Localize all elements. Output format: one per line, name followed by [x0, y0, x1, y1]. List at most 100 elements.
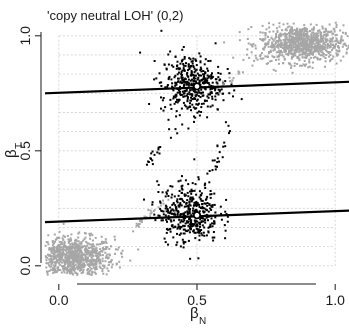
data-point	[317, 38, 320, 41]
data-point	[58, 230, 61, 233]
data-point	[276, 55, 279, 58]
data-point	[321, 48, 324, 51]
data-point	[289, 40, 292, 43]
data-point	[77, 262, 80, 265]
data-point	[190, 96, 192, 99]
data-point	[164, 106, 167, 109]
data-point	[219, 72, 222, 75]
data-point	[162, 97, 165, 99]
data-point	[78, 244, 81, 247]
data-point	[332, 36, 334, 39]
data-point	[333, 28, 336, 31]
data-point	[344, 33, 347, 35]
data-point	[261, 31, 264, 34]
data-point	[185, 205, 188, 208]
data-point	[323, 47, 326, 50]
data-point	[191, 209, 194, 212]
data-point	[94, 236, 97, 239]
data-point	[195, 68, 198, 71]
data-point	[210, 74, 213, 76]
data-point	[188, 210, 191, 213]
data-point	[56, 260, 59, 263]
data-point	[326, 47, 329, 50]
data-point	[182, 64, 185, 67]
data-point	[66, 272, 69, 275]
data-point	[91, 261, 94, 264]
data-point	[158, 214, 161, 217]
data-point	[196, 98, 199, 101]
data-point	[82, 259, 85, 262]
data-point	[92, 266, 95, 269]
data-point	[102, 248, 105, 251]
data-point	[66, 264, 69, 267]
data-point	[200, 70, 203, 73]
data-point	[184, 194, 187, 197]
data-point	[188, 226, 191, 228]
cluster-centers	[192, 82, 202, 220]
data-point	[146, 163, 148, 166]
data-point	[55, 257, 57, 260]
data-point	[263, 46, 266, 49]
data-point	[311, 45, 314, 48]
data-point	[188, 231, 191, 234]
data-point	[223, 141, 226, 144]
cluster-center-marker	[192, 211, 202, 220]
data-point	[166, 220, 168, 223]
data-point	[68, 270, 71, 273]
data-point	[54, 271, 57, 274]
data-point	[209, 88, 212, 91]
data-point	[52, 269, 55, 272]
data-point	[303, 53, 306, 56]
data-point	[53, 233, 56, 236]
data-point	[293, 38, 296, 41]
data-point	[188, 203, 191, 206]
data-point	[151, 159, 154, 162]
data-point	[209, 196, 212, 199]
data-point	[186, 230, 189, 233]
data-point	[270, 59, 273, 62]
data-point	[174, 96, 177, 99]
data-point	[65, 266, 68, 269]
data-point	[98, 254, 101, 257]
data-point	[91, 243, 94, 246]
data-point	[149, 209, 152, 212]
data-point	[193, 80, 196, 82]
data-point	[114, 238, 116, 241]
data-point	[99, 262, 102, 265]
data-point	[324, 41, 327, 43]
data-point	[176, 232, 178, 235]
data-point	[69, 270, 72, 272]
data-point	[220, 88, 223, 91]
data-point	[49, 257, 52, 260]
data-point	[310, 46, 313, 49]
data-point	[206, 204, 209, 207]
data-point	[190, 65, 192, 67]
data-point	[48, 264, 50, 267]
data-point	[302, 38, 305, 41]
data-point	[293, 29, 296, 31]
data-point	[175, 200, 178, 203]
data-point	[95, 243, 98, 246]
data-point	[297, 43, 300, 46]
data-point	[322, 46, 325, 48]
data-point	[323, 33, 326, 36]
data-point	[86, 242, 89, 245]
data-point	[293, 65, 296, 67]
data-point	[221, 83, 224, 86]
data-point	[282, 62, 285, 64]
data-point	[184, 241, 187, 244]
data-point	[194, 91, 197, 94]
data-point	[290, 38, 293, 41]
data-point	[188, 200, 191, 203]
data-point	[335, 43, 337, 46]
data-point	[278, 25, 281, 28]
data-point	[88, 270, 91, 273]
data-point	[277, 49, 280, 52]
data-point	[186, 107, 189, 110]
data-point	[232, 56, 235, 59]
data-point	[200, 78, 203, 81]
data-point	[195, 223, 198, 226]
data-point	[176, 91, 179, 94]
data-point	[202, 220, 205, 223]
